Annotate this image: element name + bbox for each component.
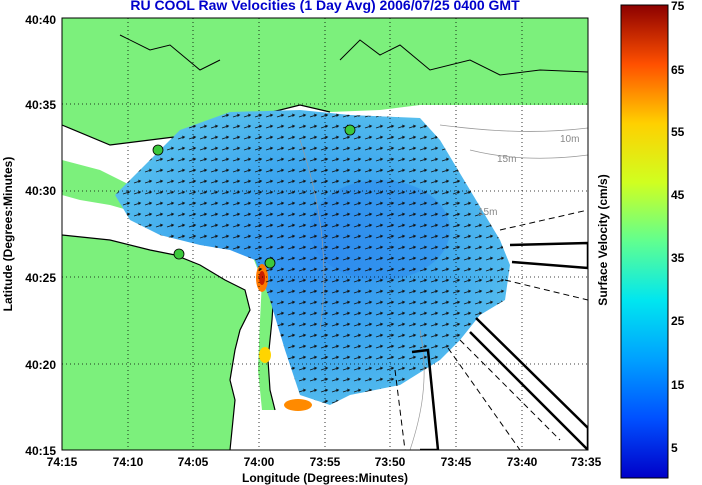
grid: [62, 18, 588, 450]
x-tick: 73:45: [441, 455, 472, 469]
y-tick: 40:20: [25, 358, 56, 372]
map-title: RU COOL Raw Velocities (1 Day Avg) 2006/…: [130, 0, 520, 13]
y-axis-label: Latitude (Degrees:Minutes): [1, 157, 15, 312]
y-tick: 40:35: [25, 98, 56, 112]
station-marker: [152, 144, 164, 156]
x-tick: 74:15: [47, 455, 78, 469]
colorbar: 75 65 55 45 35 25 15 5 Surface Velocity …: [596, 0, 685, 479]
y-tick: 40:25: [25, 271, 56, 285]
y-tick: 40:30: [25, 184, 56, 198]
colorbar-tick: 75: [671, 0, 685, 13]
x-tick: 74:10: [113, 455, 144, 469]
colorbar-tick: 35: [671, 251, 685, 265]
y-tick: 40:40: [25, 13, 56, 27]
y-tick: 40:15: [25, 444, 56, 458]
y-axis-ticks: 40:40 40:35 40:30 40:25 40:20 40:15: [25, 13, 56, 458]
colorbar-tick: 45: [671, 188, 685, 202]
station-marker: [264, 257, 276, 269]
x-tick: 74:00: [244, 455, 275, 469]
x-tick: 73:35: [571, 455, 602, 469]
x-tick: 73:55: [310, 455, 341, 469]
contour-label-15m-b: 15m: [478, 207, 497, 218]
station-marker: [173, 248, 185, 260]
land-north: [62, 18, 588, 145]
x-tick: 74:05: [178, 455, 209, 469]
contour-label-10m: 10m: [560, 134, 579, 145]
colorbar-tick: 25: [671, 314, 685, 328]
colorbar-tick: 5: [671, 441, 678, 455]
colorbar-tick: 65: [671, 63, 685, 77]
colorbar-tick: 55: [671, 125, 685, 139]
x-tick: 73:40: [507, 455, 538, 469]
x-axis-label: Longitude (Degrees:Minutes): [242, 471, 408, 485]
colorbar-label: Surface Velocity (cm/s): [596, 174, 610, 305]
land-west: [62, 235, 250, 450]
colorbar-tick: 15: [671, 378, 685, 392]
x-tick: 73:50: [375, 455, 406, 469]
station-marker: [344, 124, 356, 136]
contour-label-15m: 15m: [497, 154, 516, 165]
x-axis-ticks: 74:15 74:10 74:05 74:00 73:55 73:50 73:4…: [47, 455, 602, 469]
